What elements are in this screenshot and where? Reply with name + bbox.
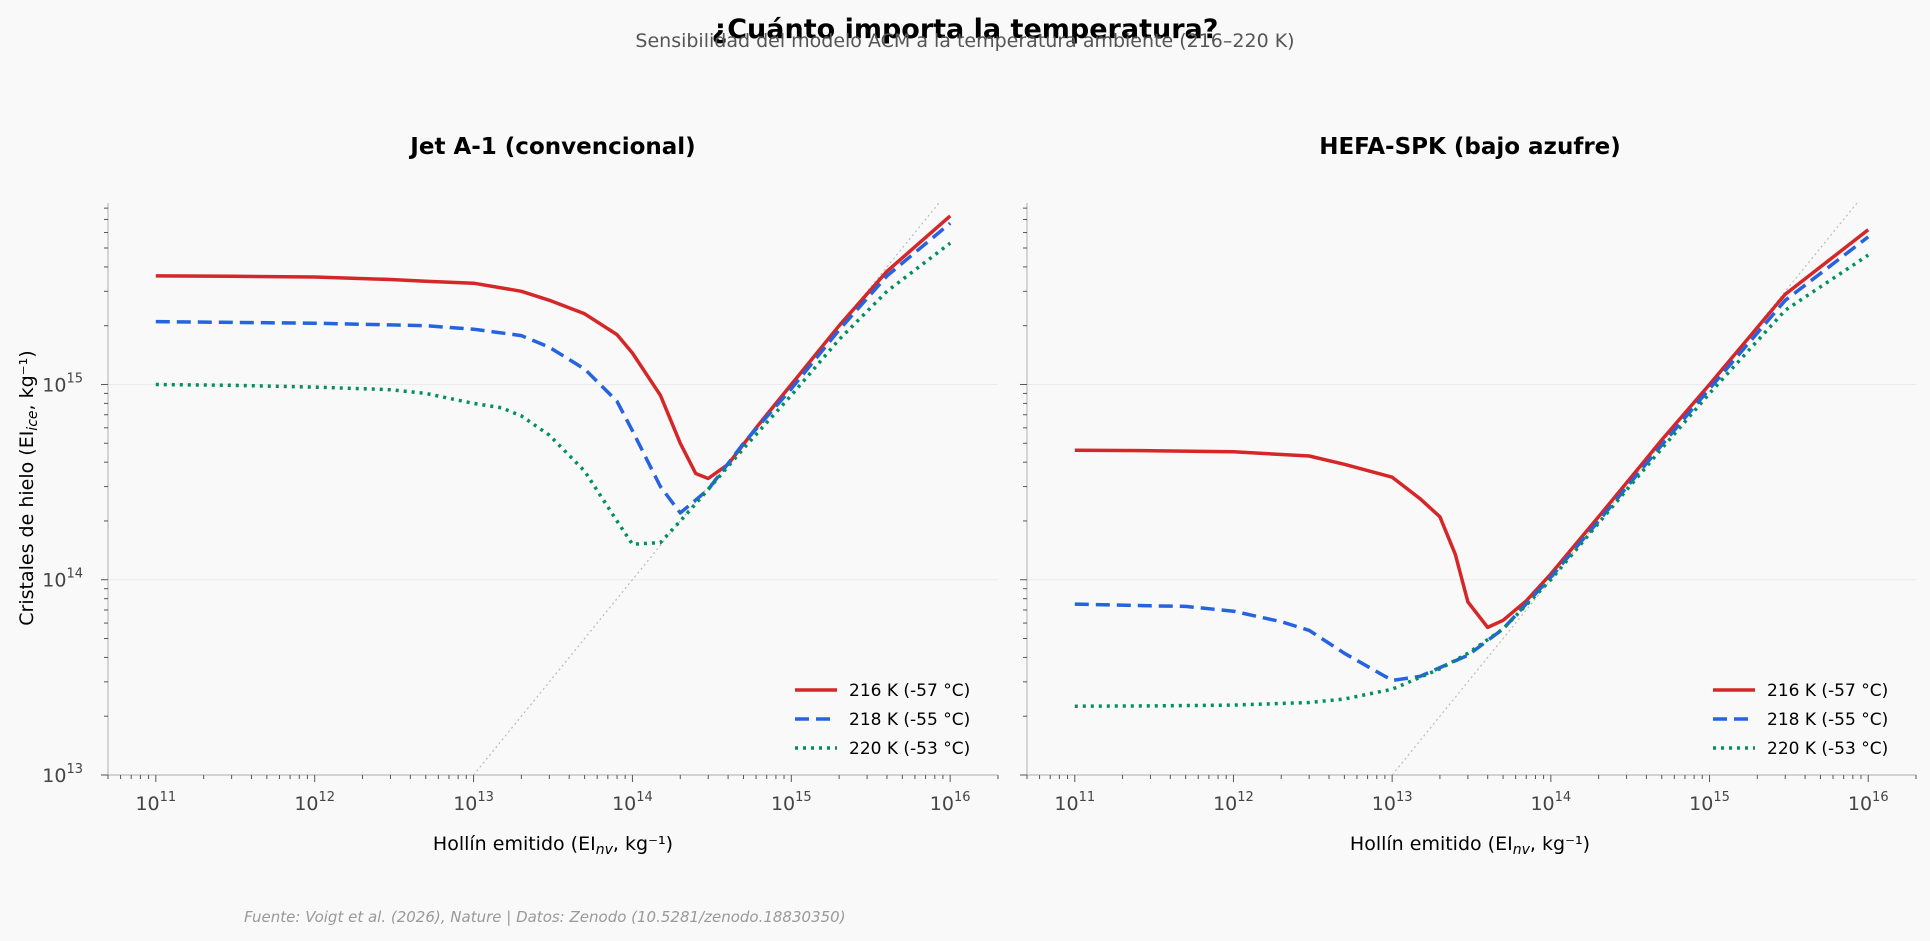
plot-area [1074,203,1870,775]
series-line-216k [1074,228,1870,630]
legend-label-220k: 220 K (-53 °C) [849,739,970,759]
legend-label-220k: 220 K (-53 °C) [1767,739,1888,759]
x-tick-label: 1012 [1213,790,1254,815]
legend-label-216k: 216 K (-57 °C) [1767,681,1888,701]
x-tick-label: 1011 [135,790,176,815]
x-tick-label: 1014 [612,790,653,815]
x-tick-label: 1016 [1848,790,1889,815]
x-axis-label-right: Hollín emitido (EInv, kg⁻¹) [1350,833,1590,858]
legend-label-218k: 218 K (-55 °C) [849,710,970,730]
x-tick-label: 1013 [453,790,494,815]
legend-label-216k: 216 K (-57 °C) [849,681,970,701]
legend-label-218k: 218 K (-55 °C) [1767,710,1888,730]
x-tick-label: 1015 [771,790,812,815]
series-line-216k [155,214,952,481]
x-tick-label: 1016 [930,790,971,815]
panel-title-jet-a1: Jet A-1 (convencional) [408,134,695,160]
x-tick-label: 1015 [1689,790,1730,815]
figure-title: ¿Cuánto importa la temperatura? [712,14,1219,45]
figure-subtitle: Sensibilidad del modelo ACM a la tempera… [635,30,1294,52]
y-tick-label: 1013 [42,762,83,787]
x-tick-label: 1014 [1530,790,1571,815]
source-note: Fuente: Voigt et al. (2026), Nature | Da… [244,908,846,926]
y-tick-label: 1015 [42,371,83,396]
x-axis-label-left: Hollín emitido (EInv, kg⁻¹) [433,833,673,858]
series-line-218k [155,221,952,515]
series-line-218k [1074,235,1870,683]
panel-jet-a1: 1011 1012 1013 1014 1015 1016 1013 1014 1015 216 … [42,203,999,815]
x-tick-label: 1012 [294,790,335,815]
y-axis-label: Cristales de hielo (EIice, kg⁻¹) [16,350,41,625]
series-line-220k [155,241,952,546]
x-tick-label: 1013 [1372,790,1413,815]
panel-hefa-spk: 1011 1012 1013 1014 1015 1016 216 K (-57 °C) 21… [1020,203,1917,815]
x-tick-label: 1011 [1054,790,1095,815]
y-tick-label: 1014 [42,567,83,592]
series-line-220k [1074,253,1870,708]
plot-area [155,203,952,775]
panel-title-hefa: HEFA-SPK (bajo azufre) [1319,134,1621,160]
